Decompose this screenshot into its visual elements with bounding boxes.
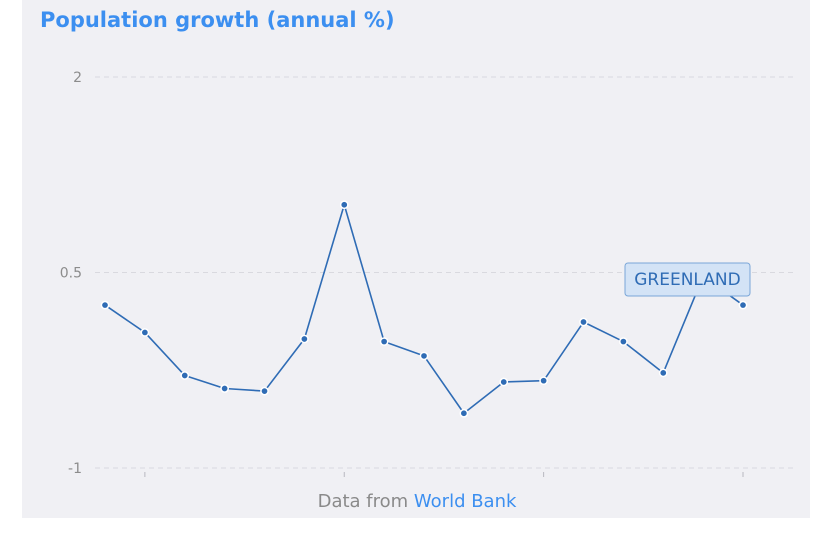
series-label-group[interactable]: GREENLAND — [624, 262, 751, 297]
y-tick-label: 2 — [73, 70, 82, 86]
data-point[interactable] — [100, 300, 110, 310]
chart-title: Population growth (annual %) — [40, 8, 395, 32]
data-point[interactable] — [419, 351, 429, 361]
data-source: Data from World Bank — [0, 491, 834, 512]
series-label-box[interactable] — [624, 262, 751, 297]
series-layer — [100, 200, 748, 418]
y-tick-label: 0.5 — [60, 266, 82, 282]
data-point[interactable] — [539, 376, 548, 386]
data-point[interactable] — [499, 377, 509, 387]
y-tick-label: -1 — [68, 461, 82, 477]
series-label-text: GREENLAND — [634, 270, 740, 290]
data-point[interactable] — [379, 337, 389, 346]
data-point[interactable] — [579, 317, 588, 327]
data-point[interactable] — [619, 337, 628, 346]
x-axis — [144, 472, 744, 477]
data-point[interactable] — [339, 200, 349, 210]
data-point[interactable] — [738, 300, 748, 310]
source-prefix: Data from — [317, 491, 409, 512]
world-bank-link[interactable]: World Bank — [413, 491, 517, 512]
data-point[interactable] — [220, 384, 229, 393]
data-point[interactable] — [459, 408, 469, 418]
data-point[interactable] — [658, 368, 668, 378]
y-axis: 2 0.5 -1 — [60, 70, 82, 477]
data-point[interactable] — [300, 334, 309, 344]
chart-panel — [22, 0, 810, 518]
data-point[interactable] — [140, 328, 150, 337]
data-point[interactable] — [180, 371, 190, 380]
data-point[interactable] — [260, 386, 269, 396]
series-line-greenland — [104, 203, 744, 415]
